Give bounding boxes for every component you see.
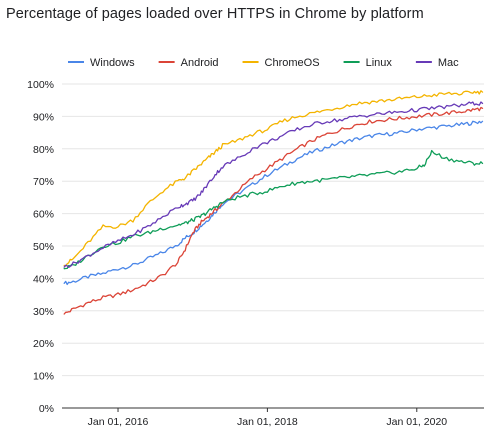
y-tick-label: 60% — [33, 209, 54, 221]
y-tick-label: 0% — [39, 403, 54, 415]
legend-label-android: Android — [181, 57, 219, 69]
series-line-chromeos — [63, 90, 484, 267]
y-tick-label: 100% — [27, 79, 54, 91]
chart-title: Percentage of pages loaded over HTTPS in… — [6, 6, 424, 22]
y-tick-label: 90% — [33, 111, 54, 123]
y-tick-label: 20% — [33, 338, 54, 350]
x-tick-label: Jan 01, 2018 — [237, 416, 298, 428]
grid-layer — [62, 83, 484, 377]
legend: Windows Android ChromeOS Linux Mac — [68, 57, 459, 69]
x-tick-label: Jan 01, 2016 — [88, 416, 149, 428]
y-tick-label: 30% — [33, 306, 54, 318]
legend-label-linux: Linux — [366, 57, 393, 69]
y-tick-label: 50% — [33, 241, 54, 253]
y-tick-label: 40% — [33, 273, 54, 285]
axis-layer: 0% 10% 20% 30% 40% 50% 60% 70% 80% 90% 100% Jan 01,… — [27, 79, 484, 428]
series-line-mac — [63, 101, 484, 268]
y-tick-label: 10% — [33, 371, 54, 383]
y-tick-label: 70% — [33, 176, 54, 188]
y-tick-label: 80% — [33, 144, 54, 156]
series-line-windows — [63, 120, 484, 286]
series-line-linux — [63, 149, 484, 270]
legend-label-chromeos: ChromeOS — [265, 57, 320, 69]
series-line-android — [63, 106, 484, 315]
series-layer — [63, 90, 484, 315]
legend-label-mac: Mac — [438, 57, 459, 69]
x-tick-label: Jan 01, 2020 — [386, 416, 447, 428]
legend-label-windows: Windows — [90, 57, 135, 69]
